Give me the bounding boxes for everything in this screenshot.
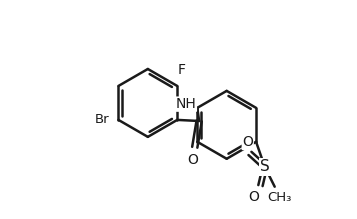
Text: CH₃: CH₃ — [267, 191, 291, 204]
Text: NH: NH — [176, 97, 196, 111]
Text: F: F — [177, 63, 185, 77]
Text: O: O — [248, 190, 259, 203]
Text: Br: Br — [95, 113, 110, 126]
Text: S: S — [260, 159, 270, 175]
Text: O: O — [242, 136, 253, 150]
Text: O: O — [187, 154, 198, 167]
